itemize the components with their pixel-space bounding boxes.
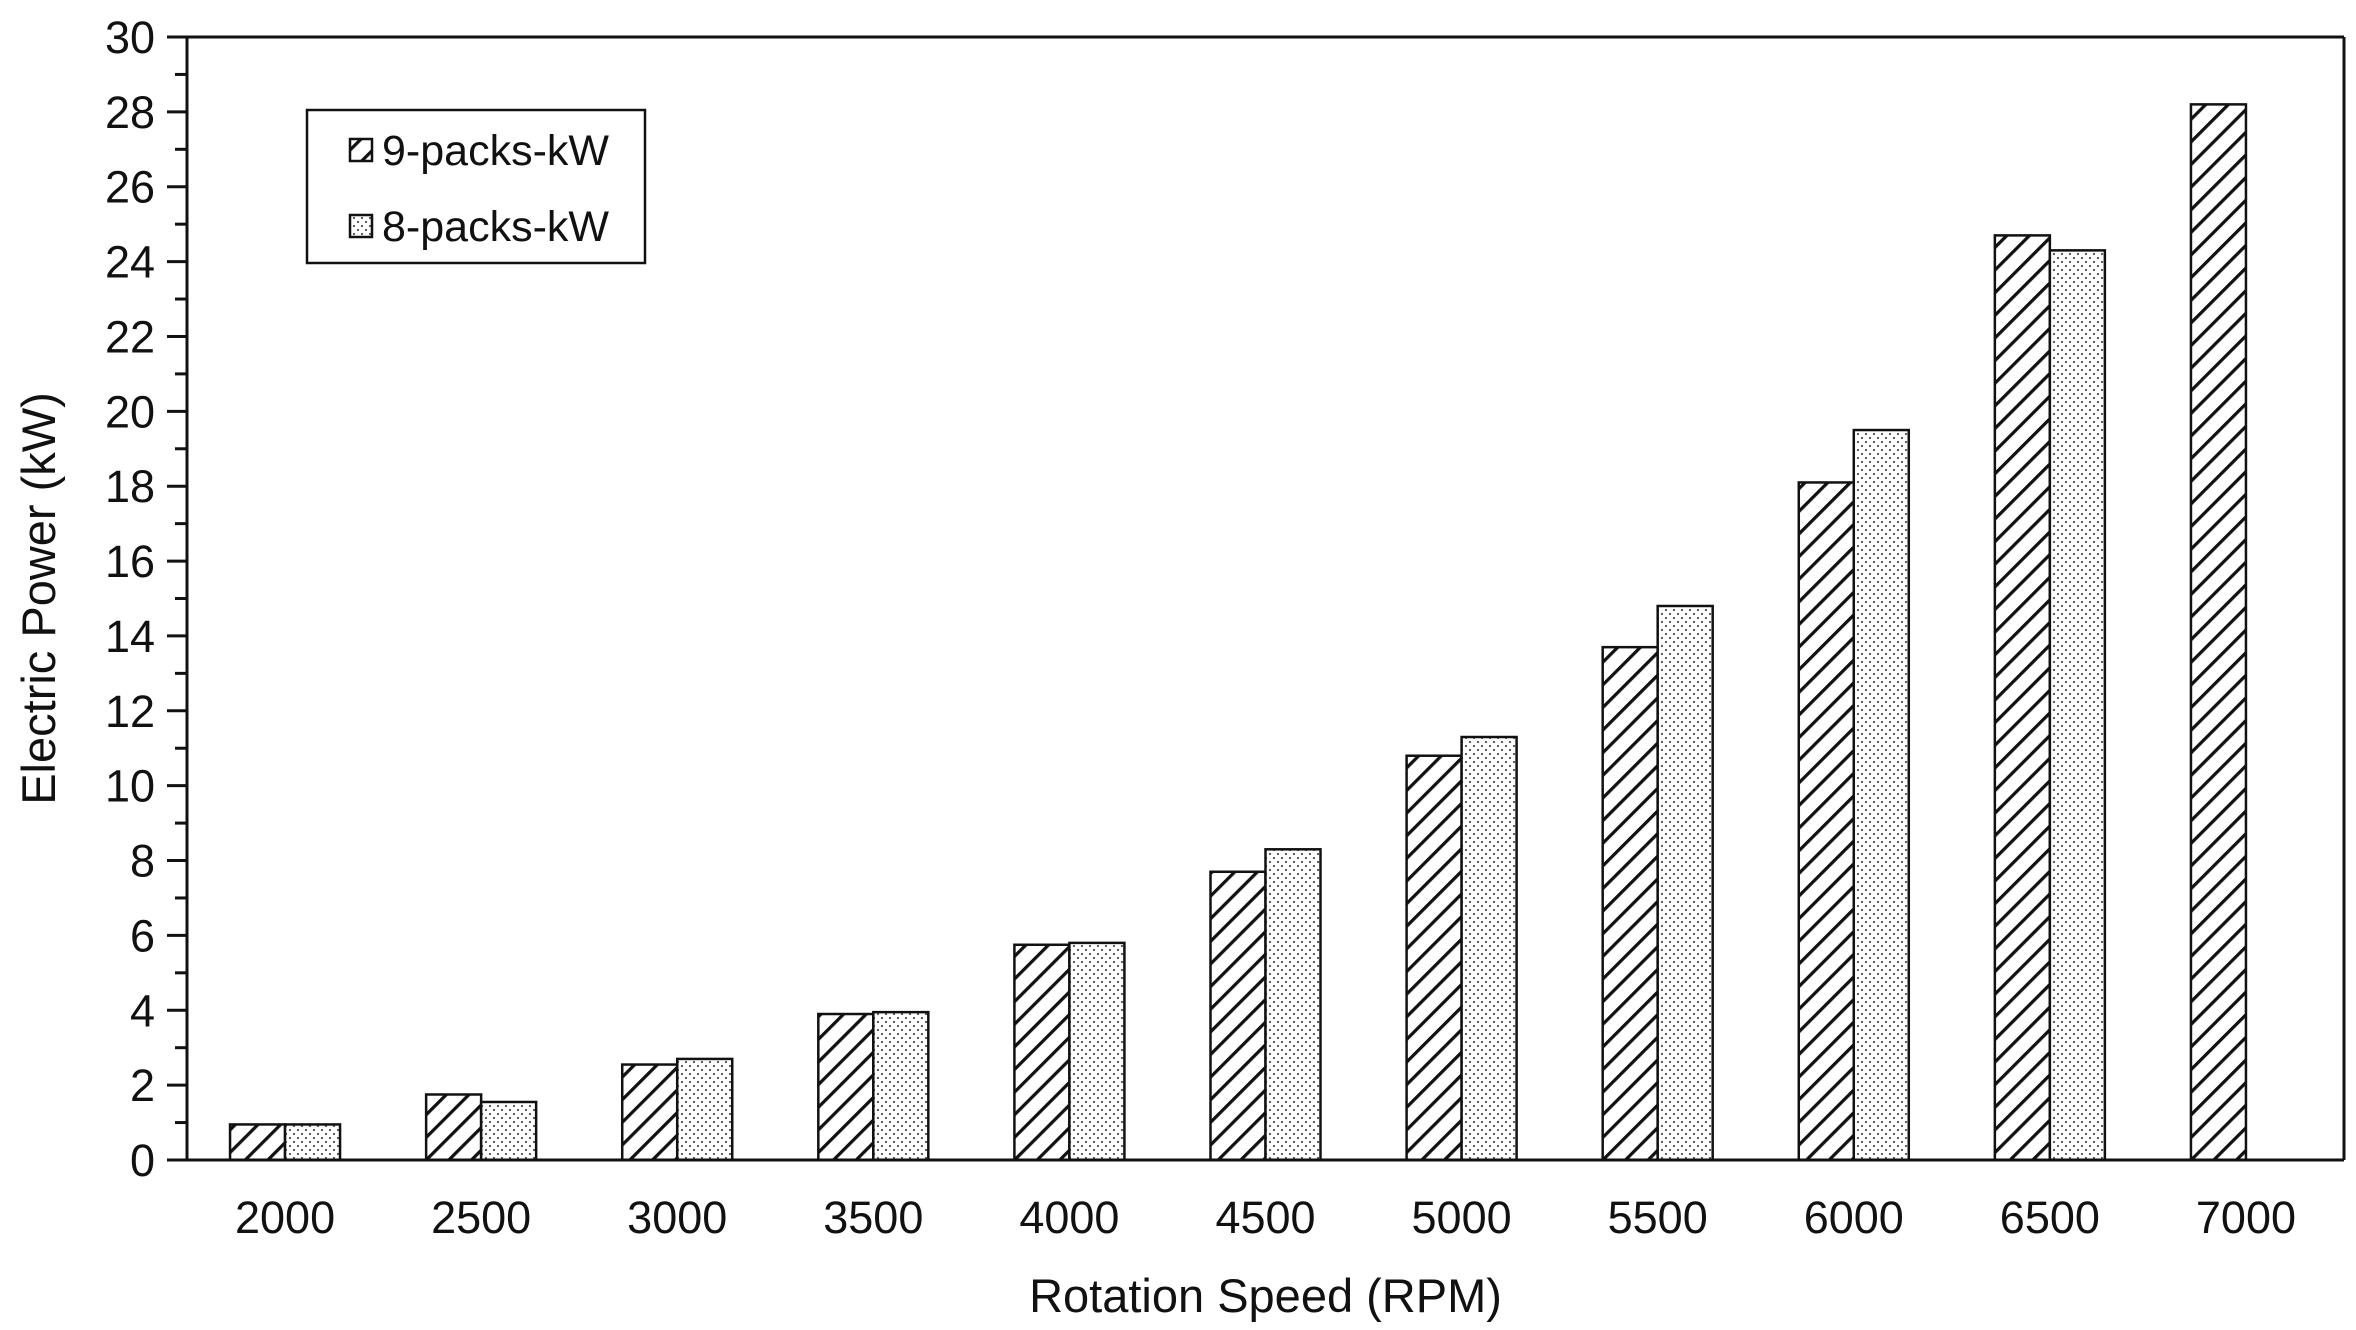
bar-9-packs-6000 [1797,481,1856,1162]
x-tick-label: 2500 [431,1192,531,1243]
bar-9-packs-7000 [2189,103,2248,1162]
y-tick-label: 24 [105,237,155,288]
x-axis-tick-labels: 2000 2500 3000 3500 4000 4500 5000 5500 6000 6500… [235,1192,2296,1243]
y-tick-label: 10 [105,761,155,812]
bar-9-packs-3500 [817,1012,875,1162]
x-tick-label: 5500 [1608,1192,1708,1243]
y-tick-label: 6 [130,910,155,961]
bar-8-packs-4500 [1264,848,1322,1162]
y-tick-label: 18 [105,461,155,512]
bar-9-packs-4000 [1013,943,1071,1162]
legend: 9-packs-kW 8-packs-kW [305,108,647,265]
y-tick-label: 8 [130,836,155,887]
bar-9-packs-2500 [424,1093,483,1162]
y-tick-label: 4 [130,985,155,1036]
x-tick-label: 2000 [235,1192,335,1243]
x-tick-label: 6000 [1804,1192,1904,1243]
bar-8-packs-4000 [1068,941,1126,1162]
y-tick-label: 26 [105,162,155,213]
bar-8-packs-2000 [283,1123,342,1162]
bar-9-packs-6500 [1993,234,2052,1162]
x-tick-label: 3000 [627,1192,727,1243]
bar-8-packs-5000 [1460,735,1518,1162]
x-tick-label: 6500 [2000,1192,2100,1243]
y-tick-label: 30 [105,12,155,63]
legend-swatch-9-packs [348,137,374,163]
y-tick-label: 20 [105,386,155,437]
y-tick-label: 12 [105,686,155,737]
bar-8-packs-5500 [1656,604,1714,1162]
bar-8-packs-2500 [479,1100,538,1162]
x-tick-label: 5000 [1412,1192,1512,1243]
bar-9-packs-3000 [620,1063,679,1162]
y-tick-label: 16 [105,536,155,587]
bar-9-packs-5000 [1405,754,1463,1162]
bar-9-packs-5500 [1601,645,1659,1162]
bars-layer [228,103,2248,1162]
x-axis-title: Rotation Speed (RPM) [1029,1269,1502,1322]
bar-8-packs-6000 [1852,428,1911,1162]
legend-label-8-packs: 8-packs-kW [382,203,609,251]
y-tick-label: 0 [130,1135,155,1186]
y-tick-label: 28 [105,87,155,138]
x-tick-label: 7000 [2196,1192,2296,1243]
bar-8-packs-3000 [675,1057,734,1162]
y-tick-label: 22 [105,311,155,362]
x-tick-label: 3500 [823,1192,923,1243]
bar-8-packs-6500 [2048,249,2107,1162]
legend-swatch-8-packs [348,213,374,239]
bar-8-packs-3500 [872,1010,930,1162]
bar-9-packs-4500 [1209,870,1267,1162]
x-tick-label: 4500 [1215,1192,1315,1243]
y-tick-label: 2 [130,1060,155,1111]
y-tick-label: 14 [105,611,155,662]
legend-label-9-packs: 9-packs-kW [382,127,609,175]
x-tick-label: 4000 [1019,1192,1119,1243]
y-axis-title: Electric Power (kW) [12,392,65,805]
bar-9-packs-2000 [228,1123,287,1162]
